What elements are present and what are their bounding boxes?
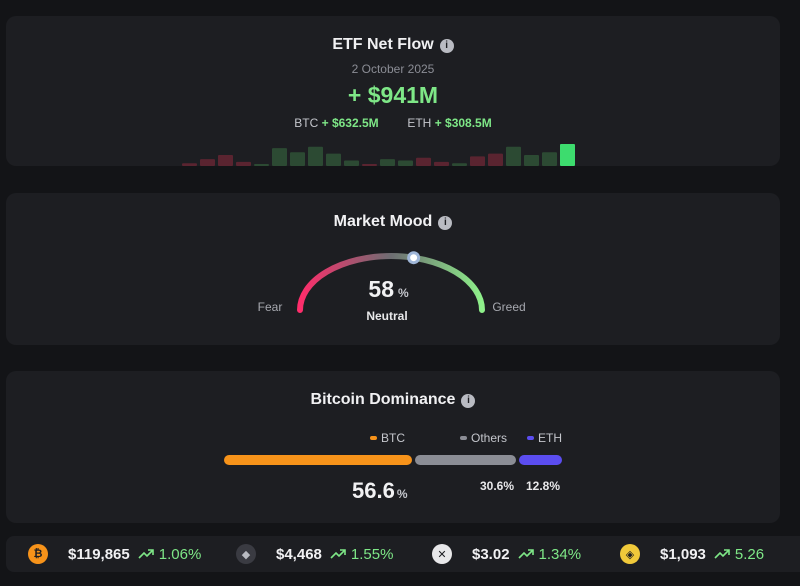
- legend-others: Others: [460, 431, 507, 445]
- etf-net-flow-card: ETF Net Flow i 2 October 2025 + $941M BTC…: [6, 16, 780, 166]
- btc-dominance-segment: [224, 455, 413, 465]
- bitcoin-dominance-card: Bitcoin Dominance i BTC Others ETH 56.6% …: [6, 371, 780, 523]
- etf-history-bars: [182, 144, 575, 166]
- fear-label: Fear: [258, 300, 283, 314]
- etf-split: BTC + $632.5M ETH + $308.5M: [6, 116, 780, 130]
- mood-gauge: Fear Greed 58 % Neutral: [258, 251, 526, 323]
- market-mood-card: Market Mood i Fear Greed 58 % Neutral: [6, 193, 780, 345]
- mood-label: Neutral: [366, 309, 407, 323]
- etf-history-bar: [488, 153, 503, 166]
- etf-history-bar: [380, 159, 395, 166]
- legend-eth: ETH: [527, 431, 562, 445]
- etf-history-bar: [326, 153, 341, 166]
- trend-up-icon: [138, 549, 154, 559]
- etf-history-bar: [362, 164, 377, 166]
- trend-up-icon: [714, 549, 730, 559]
- etf-history-bar: [182, 163, 197, 166]
- etf-history-bar: [452, 163, 467, 166]
- trend-up-icon: [330, 549, 346, 559]
- mood-title: Market Mood: [333, 213, 433, 230]
- btc-label: BTC: [294, 116, 319, 130]
- others-dominance-segment: [415, 455, 516, 465]
- ticker-item-xrp[interactable]: ✕ $3.02 1.34%: [432, 536, 581, 572]
- etf-history-bar: [236, 161, 251, 166]
- etf-history-bar: [560, 144, 575, 166]
- xrp-icon: ✕: [432, 544, 452, 564]
- etf-history-bar: [290, 152, 305, 166]
- ticker-item-bnb[interactable]: ◈ $1,093 5.26: [620, 536, 764, 572]
- legend-btc: BTC: [370, 431, 405, 445]
- others-dominance-value: 30.6%: [480, 479, 515, 493]
- etf-history-bar: [524, 155, 539, 166]
- etf-history-bar: [434, 161, 449, 166]
- eth-dominance-segment: [518, 455, 562, 465]
- etf-history-bar: [218, 155, 233, 166]
- info-icon[interactable]: i: [461, 394, 476, 408]
- etf-history-bar: [254, 164, 269, 166]
- gauge-indicator: [407, 251, 421, 265]
- mood-value: 58: [368, 276, 394, 302]
- gauge-arc: [297, 253, 485, 313]
- bitcoin-icon: ₿: [28, 544, 48, 564]
- eth-dominance-value: 12.8%: [526, 479, 561, 493]
- info-icon[interactable]: i: [439, 39, 454, 53]
- ethereum-icon: ◆: [236, 544, 256, 564]
- ticker-item-eth[interactable]: ◆ $4,468 1.55%: [236, 536, 393, 572]
- btc-dominance-value: 56.6%: [352, 478, 408, 503]
- eth-flow-value: + $308.5M: [434, 116, 492, 130]
- mood-unit: %: [398, 286, 409, 300]
- etf-history-bar: [272, 148, 287, 166]
- etf-total-value: + $941M: [347, 82, 439, 108]
- price-ticker: ₿ $119,865 1.06% ◆ $4,468 1.55% ✕ $3.02 …: [6, 536, 800, 572]
- etf-date: 2 October 2025: [351, 62, 435, 76]
- etf-history-bar: [416, 157, 431, 166]
- btc-flow-value: + $632.5M: [321, 116, 379, 130]
- ticker-item-btc[interactable]: ₿ $119,865 1.06%: [28, 536, 201, 572]
- eth-label: ETH: [407, 116, 432, 130]
- etf-history-bar: [344, 160, 359, 166]
- etf-history-bar: [398, 160, 413, 166]
- trend-up-icon: [517, 549, 534, 559]
- etf-history-bar: [308, 146, 323, 166]
- dominance-title: Bitcoin Dominance: [310, 391, 456, 408]
- etf-title: ETF Net Flow: [332, 36, 434, 53]
- etf-history-bar: [506, 146, 521, 166]
- info-icon[interactable]: i: [438, 216, 453, 230]
- etf-history-bar: [200, 159, 215, 166]
- etf-history-bar: [542, 152, 557, 166]
- etf-history-bar: [470, 156, 485, 166]
- bnb-icon: ◈: [620, 544, 640, 564]
- greed-label: Greed: [492, 300, 525, 314]
